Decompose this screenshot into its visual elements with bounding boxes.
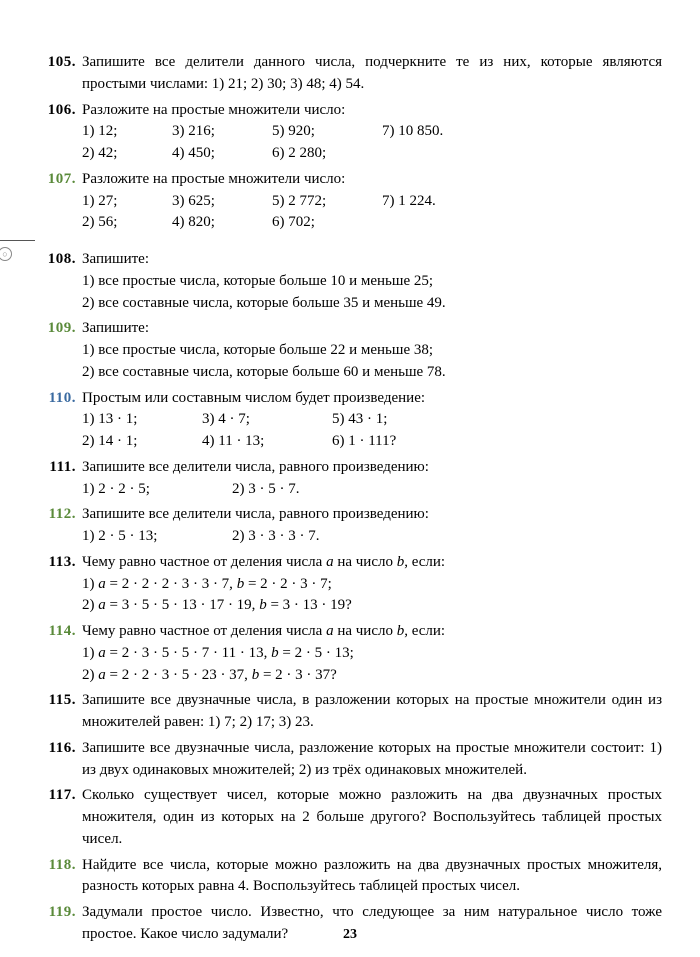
problem-sub: 1) a = 2 · 3 · 5 · 5 · 7 · 11 · 13, b = … [34, 643, 662, 665]
margin-circle: ○ [0, 247, 12, 261]
problem-text: Разложите на простые множители число: [82, 169, 662, 191]
problem-text: Запишите: [82, 318, 662, 340]
problem-number: 106. [28, 100, 82, 122]
problem-number: 113. [28, 552, 82, 574]
problem-111: 111. Запишите все делители числа, равног… [28, 457, 662, 501]
problem-118: 118. Найдите все числа, которые можно ра… [28, 855, 662, 899]
problem-text: Найдите все числа, которые можно разложи… [82, 855, 662, 899]
problem-sub: 1) все простые числа, которые больше 22 … [34, 340, 662, 362]
problem-number: 109. [28, 318, 82, 340]
problem-117: 117. Сколько существует чисел, которые м… [28, 785, 662, 850]
problem-text: Сколько существует чисел, которые можно … [82, 785, 662, 850]
problem-106: 106. Разложите на простые множители числ… [28, 100, 662, 165]
problem-number: 110. [28, 388, 82, 410]
problem-text: Запишите: [82, 249, 662, 271]
problem-number: 115. [28, 690, 82, 712]
problem-row: 1) 13 · 1; 3) 4 · 7; 5) 43 · 1; [34, 409, 662, 431]
problem-sub: 2) a = 2 · 2 · 3 · 5 · 23 · 37, b = 2 · … [34, 665, 662, 687]
problem-row: 1) 12; 3) 216; 5) 920; 7) 10 850. [34, 121, 662, 143]
problem-number: 111. [28, 457, 82, 479]
problem-number: 105. [28, 52, 82, 74]
problem-row: 2) 56; 4) 820; 6) 702; [34, 212, 662, 234]
problem-113: 113. Чему равно частное от деления числа… [28, 552, 662, 617]
page-number: 23 [0, 927, 700, 943]
problem-row: 1) 2 · 2 · 5; 2) 3 · 5 · 7. [34, 479, 662, 501]
problem-sub: 1) все простые числа, которые больше 10 … [34, 271, 662, 293]
problem-110: 110. Простым или составным числом будет … [28, 388, 662, 453]
problem-text: Запишите все двузначные числа, разложени… [82, 738, 662, 782]
problem-text: Запишите все делители данного числа, под… [82, 52, 662, 96]
problem-text: Чему равно частное от деления числа a на… [82, 621, 662, 643]
problem-112: 112. Запишите все делители числа, равног… [28, 504, 662, 548]
problem-number: 108. [28, 249, 82, 271]
problem-108: 108. Запишите: 1) все простые числа, кот… [28, 249, 662, 314]
problem-row: 2) 42; 4) 450; 6) 2 280; [34, 143, 662, 165]
problem-sub: 2) все составные числа, которые больше 3… [34, 293, 662, 315]
problem-row: 2) 14 · 1; 4) 11 · 13; 6) 1 · 111? [34, 431, 662, 453]
problem-number: 107. [28, 169, 82, 191]
problem-text: Разложите на простые множители число: [82, 100, 662, 122]
problem-105: 105. Запишите все делители данного числа… [28, 52, 662, 96]
problem-number: 117. [28, 785, 82, 807]
problem-number: 116. [28, 738, 82, 760]
problem-number: 114. [28, 621, 82, 643]
problem-115: 115. Запишите все двузначные числа, в ра… [28, 690, 662, 734]
problem-text: Чему равно частное от деления числа a на… [82, 552, 662, 574]
problem-number: 118. [28, 855, 82, 877]
problem-107: 107. Разложите на простые множители числ… [28, 169, 662, 234]
separator [0, 240, 35, 241]
problem-sub: 1) a = 2 · 2 · 2 · 3 · 3 · 7, b = 2 · 2 … [34, 574, 662, 596]
problem-row: 1) 27; 3) 625; 5) 2 772; 7) 1 224. [34, 191, 662, 213]
problem-sub: 2) все составные числа, которые больше 6… [34, 362, 662, 384]
problem-text: Простым или составным числом будет произ… [82, 388, 662, 410]
problem-text: Запишите все двузначные числа, в разложе… [82, 690, 662, 734]
problem-number: 119. [28, 902, 82, 924]
problem-number: 112. [28, 504, 82, 526]
problem-row: 1) 2 · 5 · 13; 2) 3 · 3 · 3 · 7. [34, 526, 662, 548]
problem-114: 114. Чему равно частное от деления числа… [28, 621, 662, 686]
problem-text: Запишите все делители числа, равного про… [82, 504, 662, 526]
problem-text: Запишите все делители числа, равного про… [82, 457, 662, 479]
problem-109: 109. Запишите: 1) все простые числа, кот… [28, 318, 662, 383]
problem-sub: 2) a = 3 · 5 · 5 · 13 · 17 · 19, b = 3 ·… [34, 595, 662, 617]
problem-116: 116. Запишите все двузначные числа, разл… [28, 738, 662, 782]
